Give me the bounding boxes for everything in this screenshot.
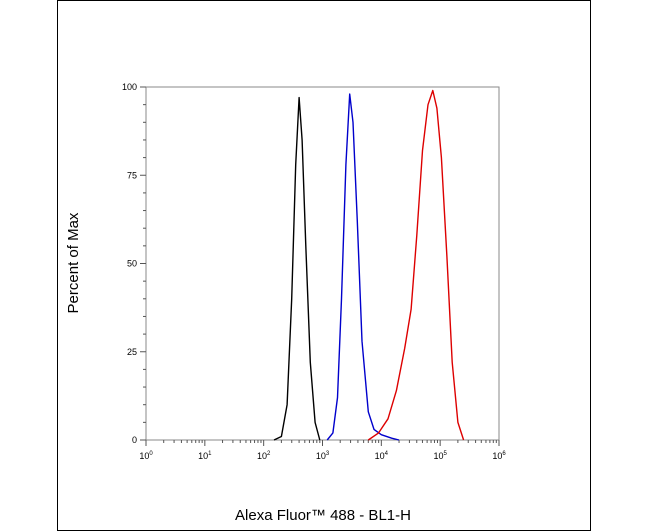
y-tick-label: 50 <box>127 259 137 269</box>
y-axis-title: Percent of Max <box>65 212 82 313</box>
y-tick-label: 75 <box>127 170 137 180</box>
y-tick-label: 100 <box>122 82 137 92</box>
series-line-1 <box>273 96 321 441</box>
plot-area <box>145 86 500 441</box>
x-axis-ticks: 100 101 102 103 104 105 106 <box>139 440 506 461</box>
series-line-3 <box>367 89 465 441</box>
y-tick-label: 0 <box>132 435 137 445</box>
series-line-2 <box>326 93 400 441</box>
x-tick-label: 104 <box>375 451 389 461</box>
x-tick-label: 101 <box>198 451 212 461</box>
series-layer <box>273 89 465 441</box>
x-tick-label: 102 <box>257 451 271 461</box>
x-tick-label: 103 <box>316 451 330 461</box>
y-tick-label: 25 <box>127 347 137 357</box>
x-axis-title: Alexa Fluor™ 488 - BL1-H <box>235 507 411 524</box>
y-axis-ticks: 0 25 50 75 100 <box>122 82 146 445</box>
x-tick-label: 100 <box>139 451 153 461</box>
x-tick-label: 106 <box>492 451 506 461</box>
x-tick-label: 105 <box>433 451 447 461</box>
